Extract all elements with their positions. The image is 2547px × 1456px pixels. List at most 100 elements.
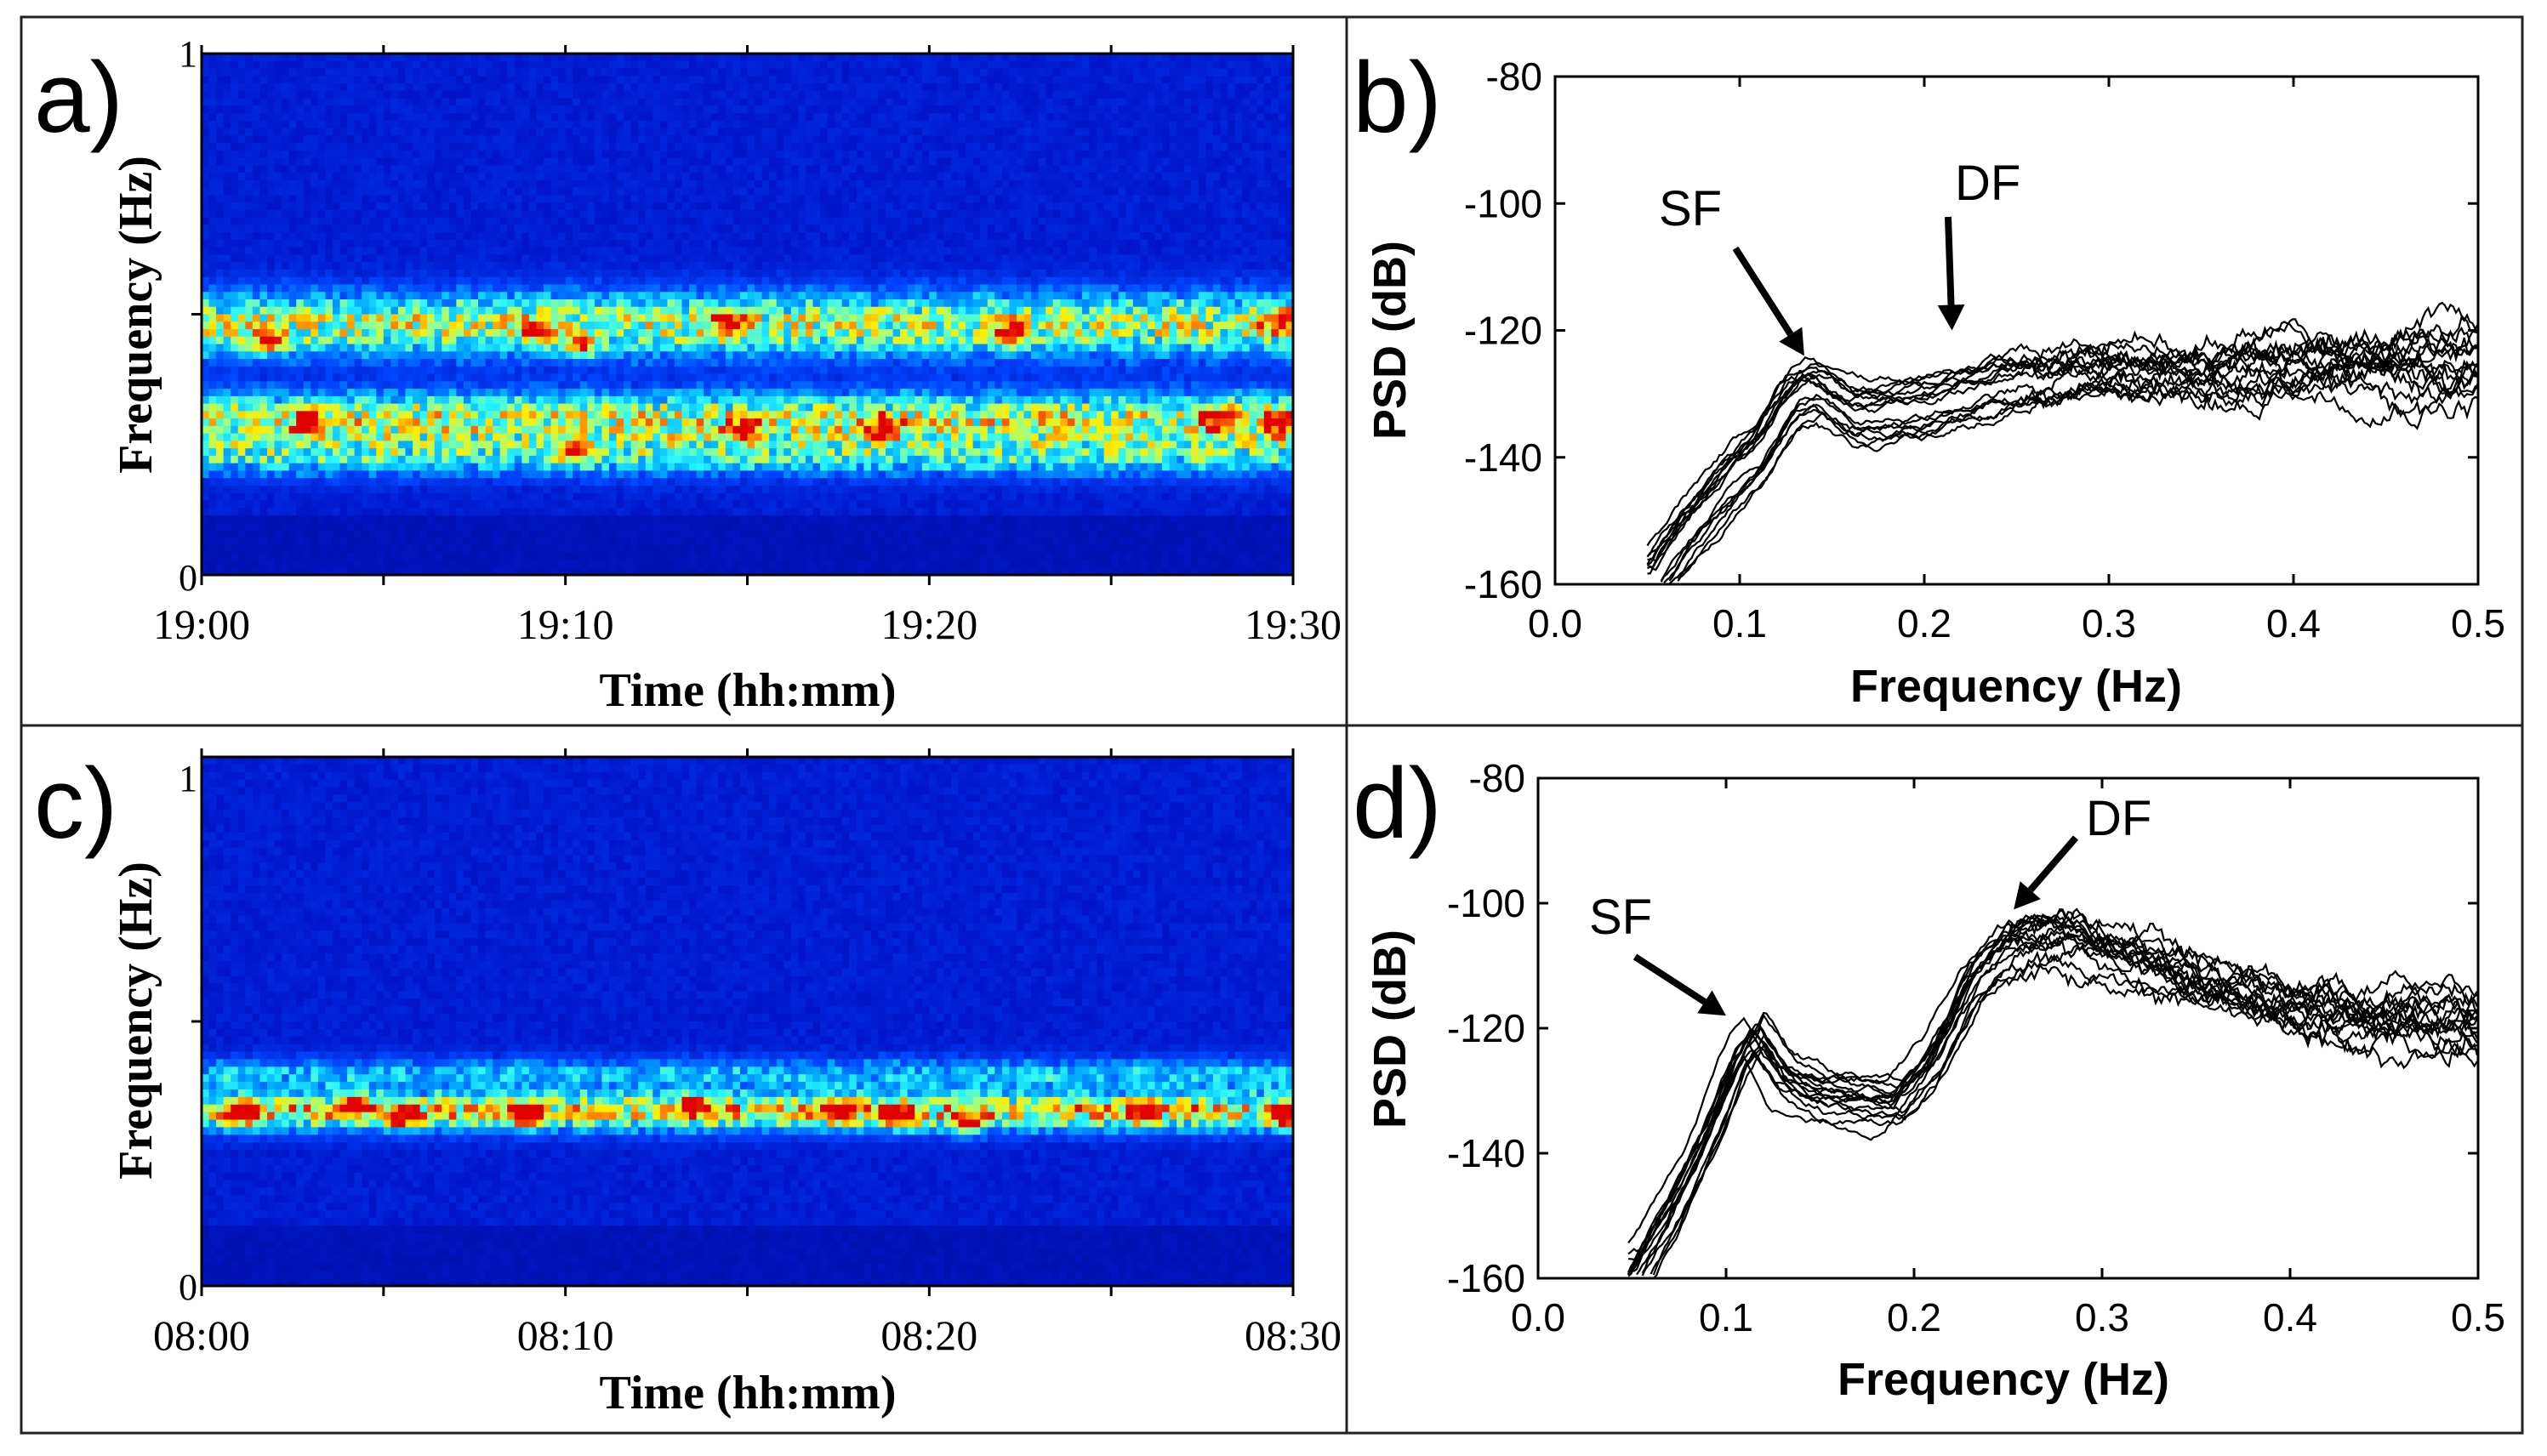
heatmap-cell (573, 128, 580, 136)
heatmap-cell (529, 83, 537, 91)
heatmap-cell (1002, 105, 1010, 113)
heatmap-cell (980, 76, 988, 83)
heatmap-cell (1170, 91, 1177, 99)
heatmap-cell (762, 128, 770, 136)
heatmap-cell (376, 99, 384, 106)
heatmap-cell (507, 121, 515, 128)
heatmap-cell (362, 61, 369, 69)
heatmap-cell (1191, 113, 1199, 121)
heatmap-cell (748, 76, 755, 83)
heatmap-cell (732, 128, 740, 136)
heatmap-cell (587, 76, 595, 83)
heatmap-cell (340, 83, 348, 91)
heatmap-cell (1133, 113, 1141, 121)
heatmap-cell (544, 61, 551, 69)
heatmap-cell (224, 61, 231, 69)
heatmap-cell (529, 113, 537, 121)
heatmap-cell (689, 91, 697, 99)
heatmap-cell (777, 76, 784, 83)
heatmap-cell (1119, 99, 1126, 106)
heatmap-cell (1031, 76, 1039, 83)
heatmap-cell (1184, 99, 1192, 106)
heatmap-cell (1242, 121, 1250, 128)
heatmap-cell (900, 113, 908, 121)
heatmap-cell (304, 113, 311, 121)
heatmap-cell (929, 83, 937, 91)
heatmap-cell (762, 83, 770, 91)
heatmap-cell (1002, 99, 1010, 106)
heatmap-cell (959, 121, 966, 128)
heatmap-cell (1184, 69, 1192, 77)
heatmap-cell (1235, 83, 1243, 91)
heatmap-cell (980, 105, 988, 113)
heatmap-cell (601, 83, 609, 91)
heatmap-cell (238, 69, 246, 77)
heatmap-cell (369, 113, 377, 121)
heatmap-cell (660, 99, 668, 106)
heatmap-cell (376, 113, 384, 121)
heatmap-cell (216, 113, 224, 121)
heatmap-cell (682, 105, 690, 113)
heatmap-cell (777, 113, 784, 121)
heatmap-cell (783, 83, 791, 91)
heatmap-cell (973, 91, 981, 99)
heatmap-cell (1133, 128, 1141, 136)
heatmap-cell (1017, 128, 1024, 136)
heatmap-cell (420, 83, 428, 91)
heatmap-cell (595, 61, 602, 69)
heatmap-cell (863, 91, 871, 99)
heatmap-cell (507, 61, 515, 69)
heatmap-cell (355, 135, 362, 143)
heatmap-cell (908, 61, 915, 69)
heatmap-cell (456, 105, 464, 113)
heatmap-cell (1119, 105, 1126, 113)
heatmap-cell (783, 113, 791, 121)
heatmap-cell (376, 76, 384, 83)
heatmap-cell (675, 69, 682, 77)
heatmap-cell (1279, 99, 1286, 106)
heatmap-cell (609, 69, 617, 77)
heatmap-cell (347, 61, 355, 69)
heatmap-cell (748, 113, 755, 121)
heatmap-cell (740, 76, 748, 83)
heatmap-cell (1125, 91, 1133, 99)
heatmap-cell (325, 83, 333, 91)
heatmap-cell (624, 121, 631, 128)
heatmap-cell (806, 69, 813, 77)
heatmap-cell (1017, 91, 1024, 99)
heatmap-cell (762, 121, 770, 128)
heatmap-cell (340, 76, 348, 83)
heatmap-cell (384, 121, 391, 128)
heatmap-cell (1017, 121, 1024, 128)
heatmap-cell (646, 61, 653, 69)
heatmap-cell (1104, 69, 1112, 77)
heatmap-cell (820, 83, 828, 91)
heatmap-cell (1104, 91, 1112, 99)
heatmap-cell (631, 69, 639, 77)
heatmap-cell (994, 76, 1002, 83)
heatmap-cell (617, 91, 624, 99)
heatmap-cell (1090, 83, 1097, 91)
heatmap-cell (777, 99, 784, 106)
heatmap-cell (1017, 83, 1024, 91)
heatmap-cell (551, 121, 559, 128)
heatmap-cell (922, 69, 930, 77)
heatmap-cell (755, 76, 762, 83)
heatmap-cell (1242, 91, 1250, 99)
heatmap-cell (1046, 99, 1053, 106)
heatmap-cell (1205, 61, 1213, 69)
heatmap-cell (376, 105, 384, 113)
heatmap-cell (413, 69, 420, 77)
heatmap-cell (282, 105, 289, 113)
heatmap-cell (405, 128, 413, 136)
heatmap-cell (988, 69, 995, 77)
heatmap-cell (318, 69, 326, 77)
heatmap-cell (1119, 76, 1126, 83)
heatmap-cell (943, 61, 951, 69)
heatmap-cell (798, 99, 806, 106)
heatmap-cell (624, 61, 631, 69)
heatmap-cell (1250, 76, 1257, 83)
heatmap-cell (1213, 128, 1221, 136)
heatmap-cell (697, 83, 704, 91)
heatmap-cell (951, 113, 959, 121)
